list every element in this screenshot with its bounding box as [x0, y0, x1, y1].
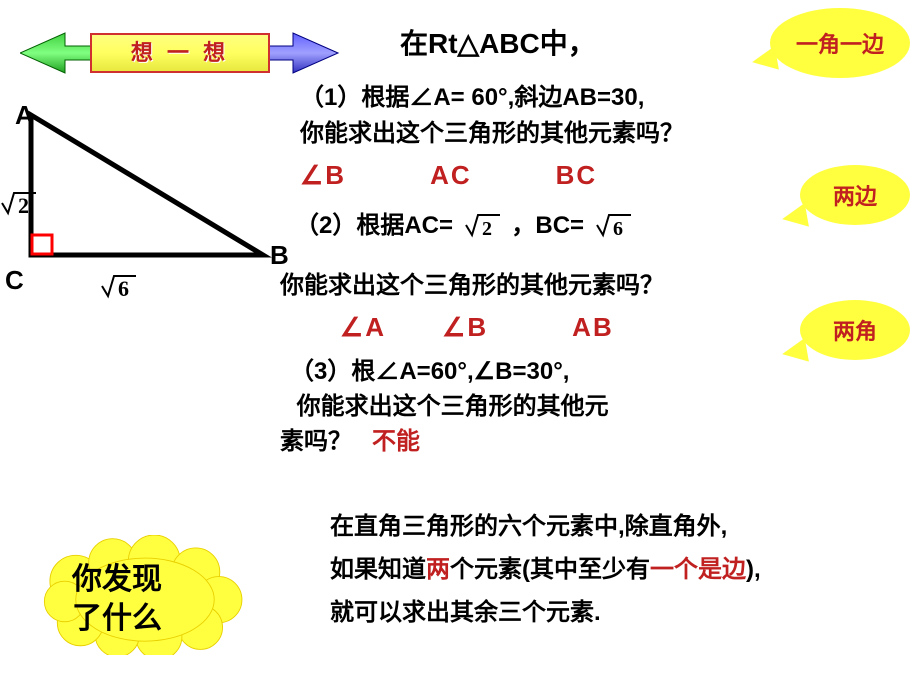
- sum-red1: 两: [426, 556, 450, 583]
- summary: 在直角三角形的六个元素中,除直角外, 如果知道两个元素(其中至少有一个是边), …: [330, 505, 880, 635]
- sum-pre2b: 个元素(其中至少有: [450, 556, 650, 583]
- q2-prefix: （2）根据AC=: [295, 212, 453, 239]
- callout-3-text: 两角: [833, 314, 877, 346]
- sqrt6-icon: 6: [591, 209, 636, 239]
- question-1: （1）根据∠A= 60°,斜边AB=30, 你能求出这个三角形的其他元素吗？: [300, 80, 780, 152]
- question-2b: 你能求出这个三角形的其他元素吗？: [280, 265, 664, 300]
- callout-2-text: 两边: [833, 179, 877, 211]
- cloud-line1: 你发现: [72, 563, 162, 596]
- callout-tail-icon: [780, 338, 809, 366]
- question-2: （2）根据AC= 2 ，BC= 6: [295, 205, 636, 240]
- callout-3: 两角: [800, 300, 910, 360]
- side-ac: 2: [0, 185, 40, 227]
- side-cb: 6: [100, 268, 140, 310]
- svg-text:6: 6: [613, 218, 623, 239]
- callout-tail-icon: [780, 203, 809, 231]
- sum-pre2c: ),: [746, 556, 761, 583]
- q3-line1: （3）根∠A=60°,∠B=30°,: [290, 358, 569, 385]
- sqrt2-icon: 2: [460, 209, 505, 239]
- q1-line1: （1）根据∠A= 60°,斜边AB=30,: [300, 84, 644, 111]
- sum-red2: 一个是边: [650, 556, 746, 583]
- triangle-diagram: [8, 95, 288, 295]
- callout-2: 两边: [800, 165, 910, 225]
- svg-text:2: 2: [482, 218, 492, 239]
- think-banner: 想 一 想: [20, 28, 340, 88]
- sum-pre2a: 如果知道: [330, 556, 426, 583]
- cloud-text: 你发现 了什么: [72, 560, 162, 638]
- sum-pre3: 就可以求出其余三个元素.: [330, 599, 601, 626]
- cloud-line2: 了什么: [72, 602, 162, 635]
- q3-line3-pre: 素吗？: [280, 428, 352, 455]
- svg-text:6: 6: [118, 276, 129, 301]
- sum-pre1: 在直角三角形的六个元素中,除直角外,: [330, 513, 727, 540]
- question-3: （3）根∠A=60°,∠B=30°, 你能求出这个三角形的其他元 素吗？ 不能: [290, 355, 770, 459]
- answer-2: ∠A ∠B AB: [340, 312, 614, 343]
- vertex-c: C: [5, 265, 24, 296]
- callout-1: 一角一边: [770, 8, 910, 78]
- callout-1-text: 一角一边: [796, 27, 884, 59]
- q3-line2: 你能求出这个三角形的其他元: [297, 393, 609, 420]
- vertex-a: A: [15, 100, 34, 131]
- q1-line2: 你能求出这个三角形的其他元素吗？: [300, 120, 684, 147]
- q3-not: 不能: [372, 428, 420, 455]
- q2-mid: ，BC=: [511, 212, 584, 239]
- banner-label: 想 一 想: [90, 33, 270, 73]
- svg-text:2: 2: [18, 193, 29, 218]
- title: 在Rt△ABC中，: [400, 22, 596, 62]
- callout-tail-icon: [750, 46, 779, 74]
- answer-1: ∠B AC BC: [300, 160, 597, 191]
